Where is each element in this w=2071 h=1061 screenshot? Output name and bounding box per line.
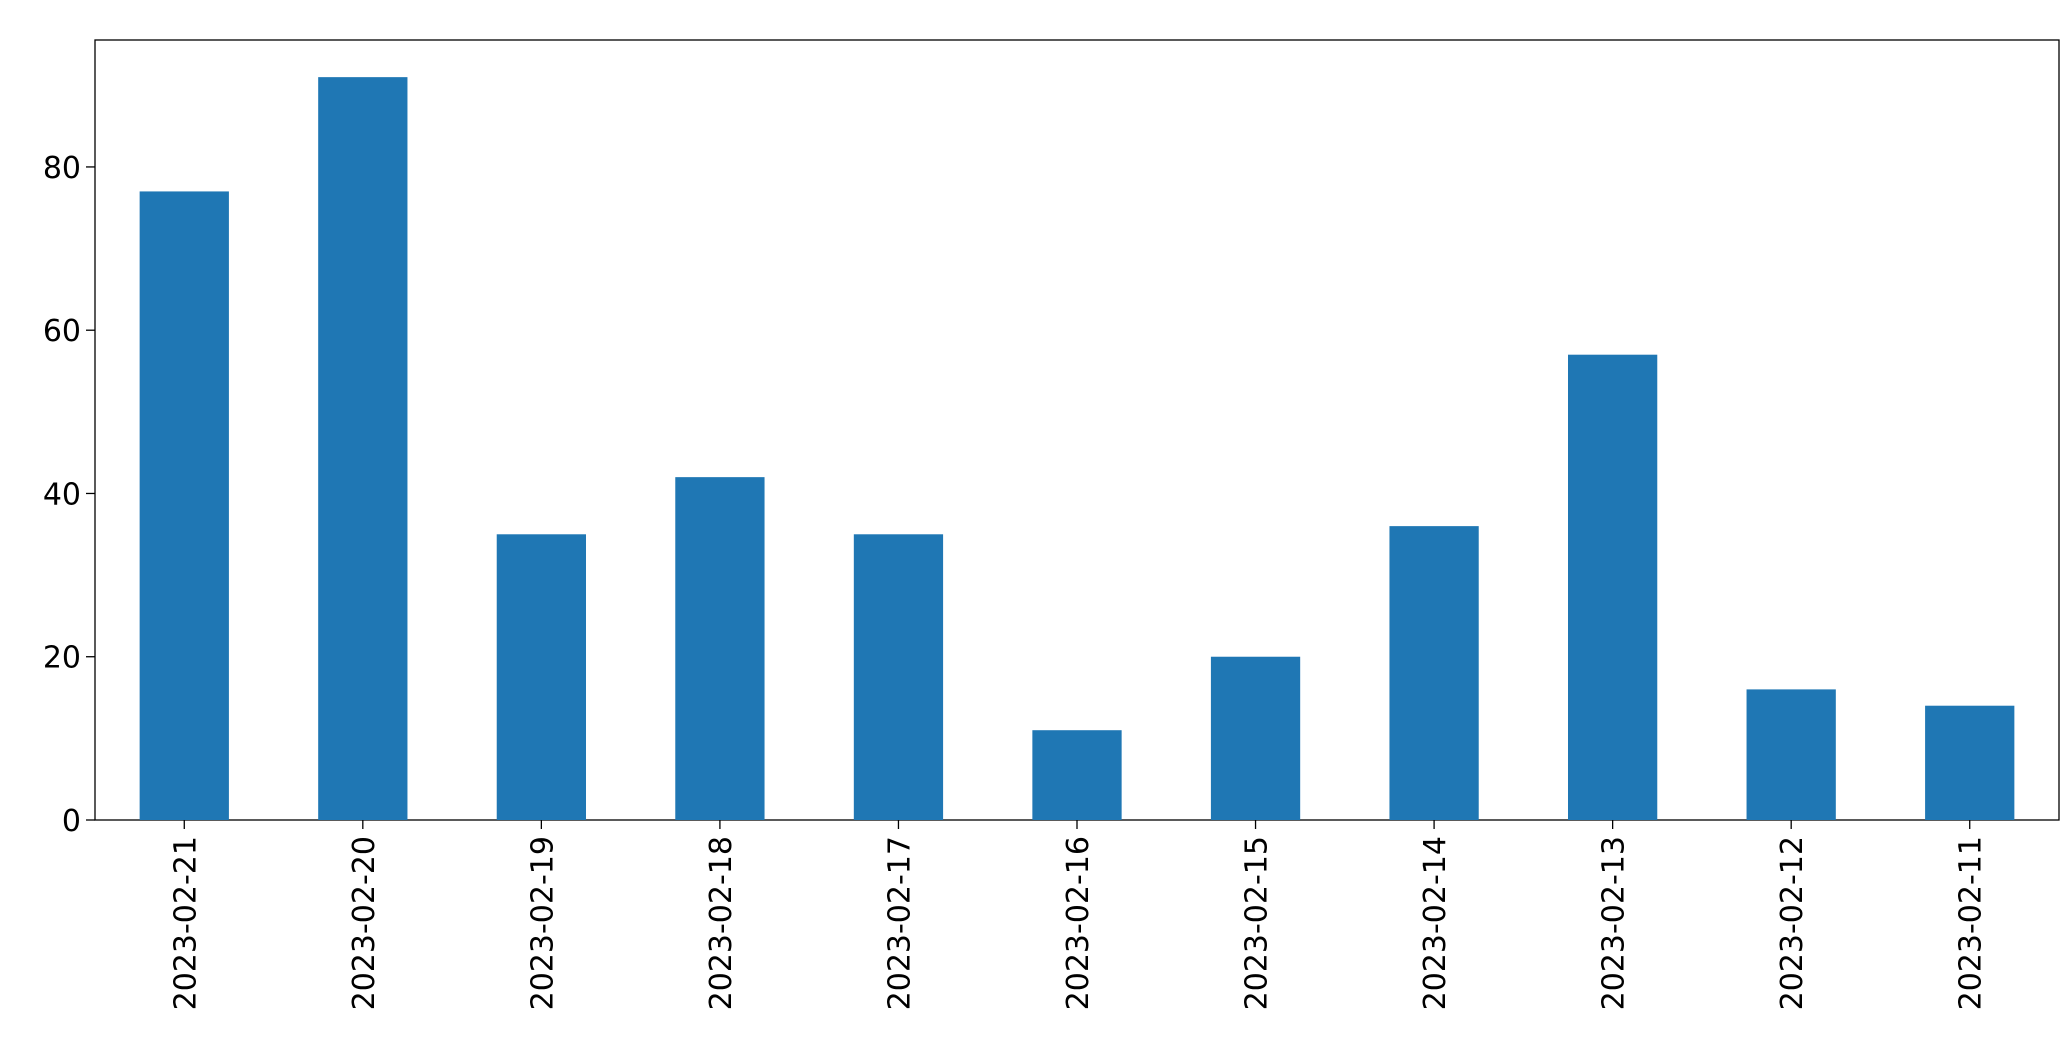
x-tick-label: 2023-02-20 (347, 836, 382, 1010)
bar (139, 191, 229, 820)
x-tick-label: 2023-02-21 (168, 836, 203, 1010)
x-tick-label: 2023-02-16 (1061, 836, 1096, 1010)
x-tick-label: 2023-02-11 (1954, 836, 1989, 1010)
y-tick-label: 60 (43, 314, 81, 349)
bar (1568, 354, 1658, 820)
bar (496, 534, 586, 820)
bar (853, 534, 944, 820)
bar (1925, 705, 2015, 820)
x-tick-label: 2023-02-13 (1597, 836, 1632, 1010)
bar (318, 77, 408, 820)
x-tick-label: 2023-02-14 (1418, 836, 1453, 1010)
y-tick-label: 40 (43, 477, 81, 512)
y-tick-label: 20 (43, 641, 81, 676)
x-tick-label: 2023-02-18 (704, 836, 739, 1010)
bar (1389, 526, 1479, 820)
x-tick-label: 2023-02-17 (882, 836, 917, 1010)
y-tick-label: 0 (62, 804, 81, 839)
x-tick-label: 2023-02-19 (525, 836, 560, 1010)
bar (1210, 656, 1301, 820)
x-tick-label: 2023-02-12 (1775, 836, 1810, 1010)
bar (1032, 730, 1122, 820)
bar (675, 477, 765, 820)
y-tick-label: 80 (43, 151, 81, 186)
x-tick-label: 2023-02-15 (1240, 836, 1275, 1010)
bar (1746, 689, 1836, 820)
